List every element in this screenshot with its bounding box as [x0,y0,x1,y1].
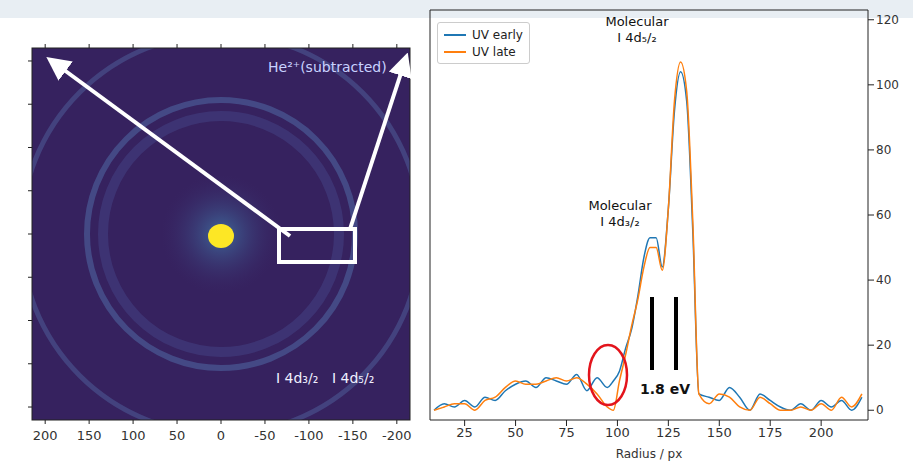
svg-text:-50: -50 [254,428,275,443]
svg-text:100: 100 [876,78,899,92]
svg-text:-100: -100 [294,428,324,443]
html-text:UV late: UV late [472,44,516,59]
html-text:1.8 eV: 1.8 eV [640,381,690,397]
html-text:Molecular I 4d₃/₂: Molecular I 4d₃/₂ [588,198,652,229]
svg-text:60: 60 [876,208,891,222]
svg-text:I 4d₃/₂: I 4d₃/₂ [276,370,318,386]
svg-text:0: 0 [217,428,225,443]
svg-text:0: 0 [876,403,884,417]
svg-text:175: 175 [758,425,783,440]
svg-text:50: 50 [507,425,524,440]
html-text:UV early: UV early [472,27,523,42]
svg-text:75: 75 [558,425,575,440]
svg-text:100: 100 [605,425,630,440]
svg-text:He²⁺(subtracted): He²⁺(subtracted) [268,59,387,75]
svg-text:-200: -200 [382,428,412,443]
svg-text:20: 20 [876,338,891,352]
svg-text:25: 25 [456,425,473,440]
svg-text:150: 150 [707,425,732,440]
svg-text:150: 150 [77,428,102,443]
svg-text:120: 120 [876,13,899,27]
svg-text:I 4d₅/₂: I 4d₅/₂ [332,370,374,386]
html-text:Molecular I 4d₅/₂: Molecular I 4d₅/₂ [605,14,669,45]
svg-text:80: 80 [876,143,891,157]
svg-text:40: 40 [876,273,891,287]
svg-text:-150: -150 [338,428,368,443]
svg-text:200: 200 [33,428,58,443]
svg-text:50: 50 [169,428,186,443]
svg-text:125: 125 [656,425,681,440]
svg-text:Radius / px: Radius / px [616,447,683,461]
svg-text:100: 100 [121,428,146,443]
svg-text:200: 200 [809,425,834,440]
